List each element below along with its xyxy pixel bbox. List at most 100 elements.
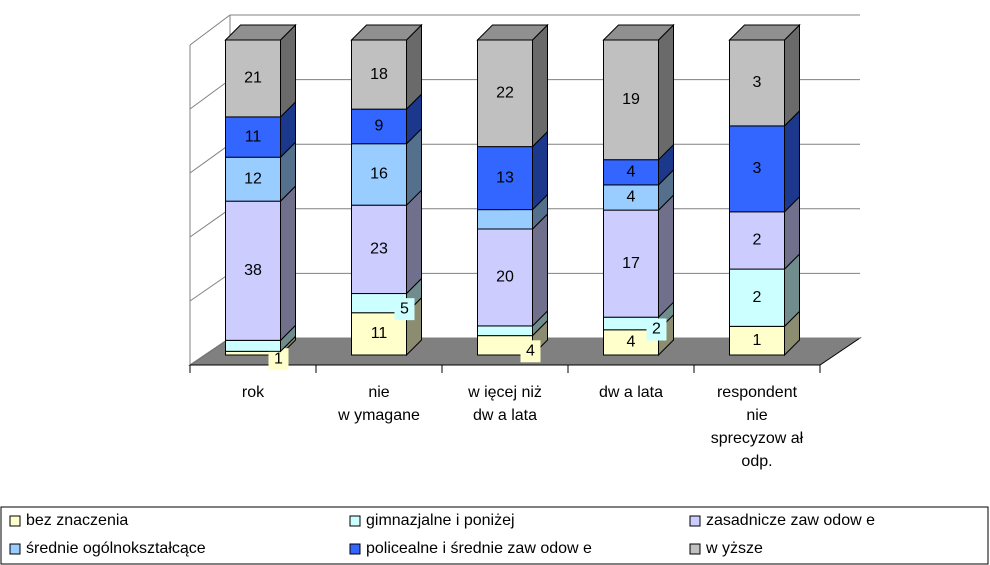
bar-top [350, 24, 423, 41]
x-tick-label-line: w ięcej niż [467, 384, 542, 401]
data-label: 19 [622, 91, 640, 108]
data-label: 12 [244, 170, 262, 187]
data-label: 22 [496, 85, 514, 102]
data-label: 2 [652, 321, 661, 338]
data-label: 2 [753, 289, 762, 306]
data-label-box [268, 348, 289, 371]
bar [603, 159, 659, 186]
x-tick-label-line: respondent [717, 384, 798, 401]
x-tick-label-line: dw a lata [473, 407, 537, 424]
bar [729, 39, 785, 127]
legend-swatch [9, 515, 21, 527]
data-label: 4 [526, 343, 535, 360]
bar-top [728, 24, 801, 41]
data-label: 1 [274, 350, 283, 367]
bar-side [532, 212, 548, 328]
bar [225, 339, 281, 352]
bar [477, 146, 533, 211]
bar [351, 108, 407, 145]
data-label: 23 [370, 241, 388, 258]
bar [225, 156, 281, 202]
grid-line [189, 14, 231, 46]
x-tick-label-line: nie [746, 407, 767, 424]
data-label-box [646, 318, 667, 341]
bar [351, 143, 407, 206]
bar [225, 116, 281, 158]
legend-label: policealne i średnie zaw odow e [366, 540, 592, 557]
bar-side [532, 23, 548, 148]
legend-swatch [9, 543, 21, 555]
x-tick-label-line: w ymagane [337, 407, 420, 424]
bar [603, 184, 659, 211]
bar [729, 325, 785, 356]
bar [729, 125, 785, 213]
data-label: 11 [245, 128, 262, 145]
grid-line [189, 337, 231, 366]
x-tick-label-line: rok [242, 384, 265, 401]
bar-side [658, 23, 674, 161]
data-label: 11 [371, 325, 388, 342]
bar-side [406, 188, 422, 295]
x-tick-label-line: nie [368, 384, 389, 401]
bar-side [280, 23, 296, 119]
bar [729, 211, 785, 270]
bar-side [280, 184, 296, 342]
bar [477, 228, 533, 327]
legend-swatch [349, 515, 361, 527]
legend-label: w yższe [705, 540, 763, 557]
data-label: 3 [753, 160, 762, 177]
legend-swatch [689, 543, 701, 555]
data-label: 1 [753, 332, 762, 349]
data-label: 4 [627, 189, 636, 206]
grid-line [189, 143, 231, 174]
x-tick-label: respondent nie sprecyzow ał odp. [711, 384, 804, 470]
data-label: 5 [400, 300, 409, 317]
x-tick-label: rok [242, 384, 265, 401]
data-label-box [394, 298, 415, 321]
bar-side [658, 193, 674, 319]
x-tick-label-line: sprecyzow ał [711, 430, 804, 447]
legend-swatch [349, 543, 361, 555]
legend-box [0, 506, 989, 565]
x-tick-label: nie w ymagane [337, 384, 420, 424]
bar-side [784, 109, 800, 214]
bar [477, 325, 533, 337]
bar [603, 209, 659, 318]
data-label: 38 [244, 262, 262, 279]
data-label: 20 [496, 269, 514, 286]
bar [477, 209, 533, 230]
data-label: 21 [244, 70, 262, 87]
data-label: 17 [622, 255, 640, 272]
data-label: 9 [375, 118, 384, 135]
x-tick-label-line: odp. [741, 453, 772, 470]
bar [603, 39, 659, 161]
data-label: 2 [753, 232, 762, 249]
bar [351, 204, 407, 295]
grid-line [189, 208, 231, 238]
legend-swatch [689, 515, 701, 527]
x-tick-label-line: dw a lata [599, 384, 663, 401]
bar [351, 39, 407, 110]
data-label: 3 [753, 74, 762, 91]
bar [225, 39, 281, 118]
grid-line [189, 79, 231, 110]
data-label-box [520, 340, 541, 363]
bar [225, 200, 281, 341]
x-tick-label: dw a lata [599, 384, 663, 401]
x-tick-label: w ięcej niż dw a lata [467, 384, 542, 424]
legend-label: zasadnicze zaw odow e [706, 512, 875, 529]
bar-top [224, 24, 297, 41]
bar-top [476, 24, 549, 41]
data-label: 4 [627, 164, 636, 181]
data-label: 13 [496, 169, 514, 186]
data-label: 16 [370, 166, 388, 183]
legend-label: gimnazjalne i poniżej [366, 512, 515, 529]
legend-label: bez znaczenia [26, 512, 128, 529]
bar-side [784, 23, 800, 128]
grid-line [189, 272, 231, 302]
legend-label: średnie ogólnokształcące [26, 540, 206, 557]
data-label: 18 [370, 66, 388, 83]
bar-top [602, 24, 675, 41]
data-label: 4 [627, 334, 636, 351]
